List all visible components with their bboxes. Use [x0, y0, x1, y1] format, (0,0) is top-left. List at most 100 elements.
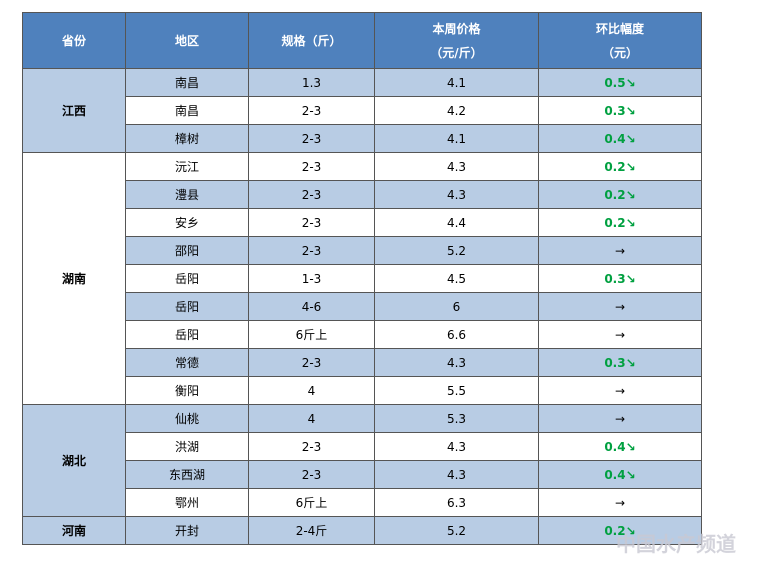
region-cell: 衡阳: [125, 376, 249, 405]
change-value: 0.3: [604, 271, 626, 286]
spec-cell: 2-4斤: [248, 516, 375, 545]
change-value: 0.2: [604, 215, 626, 230]
region-cell: 仙桃: [125, 404, 249, 433]
header-text: （元/斤）: [430, 45, 483, 60]
data-row: 邵阳 2-3 5.2 →: [23, 236, 702, 265]
region-cell: 岳阳: [125, 264, 249, 293]
spec-cell: 6斤上: [248, 488, 375, 517]
change-cell: →: [538, 236, 702, 265]
change-value: 0.2: [604, 159, 626, 174]
header-cell: 省份: [22, 12, 126, 69]
price-cell: 6: [374, 292, 539, 321]
change-value: 0.4: [604, 131, 626, 146]
price-cell: 4.1: [374, 68, 539, 97]
change-cell: 0.2↘: [538, 180, 702, 209]
data-row: 岳阳 4-6 6 →: [23, 292, 702, 321]
price-table: 省份 地区 规格（斤） 本周价格 （元/斤） 环比幅度 （元） 江西 南昌 1.3 4.1 0.5↘…: [22, 12, 702, 545]
change-cell: 0.4↘: [538, 432, 702, 461]
region-cell: 南昌: [125, 68, 249, 97]
data-row: 樟树 2-3 4.1 0.4↘: [23, 124, 702, 153]
change-cell: →: [538, 488, 702, 517]
province-cell: 江西: [22, 68, 126, 153]
region-cell: 南昌: [125, 96, 249, 125]
trend-arrow: ↘: [625, 103, 636, 118]
spec-cell: 2-3: [248, 432, 375, 461]
change-cell: →: [538, 404, 702, 433]
header-text: 省份: [61, 33, 86, 48]
trend-arrow: →: [614, 495, 626, 510]
region-cell: 岳阳: [125, 292, 249, 321]
header-cell: 地区: [125, 12, 249, 69]
change-value: 0.3: [604, 355, 626, 370]
price-cell: 4.1: [374, 124, 539, 153]
spec-cell: 2-3: [248, 124, 375, 153]
price-cell: 5.2: [374, 236, 539, 265]
spec-cell: 4: [248, 376, 375, 405]
spec-cell: 2-3: [248, 96, 375, 125]
change-value: 0.4: [604, 439, 626, 454]
change-cell: 0.2↘: [538, 152, 702, 181]
header-text: 规格（斤）: [281, 33, 342, 48]
data-row: 衡阳 4 5.5 →: [23, 376, 702, 405]
price-cell: 4.2: [374, 96, 539, 125]
price-cell: 4.3: [374, 348, 539, 377]
trend-arrow: ↘: [625, 215, 636, 230]
data-row: 南昌 2-3 4.2 0.3↘: [23, 96, 702, 125]
data-row: 安乡 2-3 4.4 0.2↘: [23, 208, 702, 237]
data-row: 岳阳 1-3 4.5 0.3↘: [23, 264, 702, 293]
header-cell: 规格（斤）: [248, 12, 375, 69]
region-cell: 岳阳: [125, 320, 249, 349]
trend-arrow: ↘: [625, 523, 636, 538]
region-cell: 安乡: [125, 208, 249, 237]
province-cell: 湖北: [22, 404, 126, 517]
spec-cell: 4: [248, 404, 375, 433]
change-cell: 0.2↘: [538, 208, 702, 237]
change-value: 0.4: [604, 467, 626, 482]
region-cell: 沅江: [125, 152, 249, 181]
change-cell: 0.2↘: [538, 516, 702, 545]
trend-arrow: →: [614, 411, 626, 426]
change-cell: 0.3↘: [538, 348, 702, 377]
change-value: 0.5: [604, 75, 626, 90]
price-cell: 4.3: [374, 460, 539, 489]
data-row: 湖南 沅江 2-3 4.3 0.2↘: [22, 152, 702, 405]
header-text: 环比幅度: [595, 21, 644, 36]
region-cell: 常德: [125, 348, 249, 377]
change-cell: →: [538, 292, 702, 321]
header-text: 地区: [174, 33, 199, 48]
data-row: 河南 开封 2-4斤 5.2 0.2↘: [22, 516, 702, 545]
data-row: 常德 2-3 4.3 0.3↘: [23, 348, 702, 377]
price-cell: 6.3: [374, 488, 539, 517]
province-cell: 河南: [22, 516, 126, 545]
header-text: 本周价格: [432, 21, 481, 36]
header-cell: 环比幅度 （元）: [538, 12, 702, 69]
price-cell: 5.3: [374, 404, 539, 433]
price-cell: 4.3: [374, 152, 539, 181]
region-cell: 鄂州: [125, 488, 249, 517]
spec-cell: 2-3: [248, 348, 375, 377]
trend-arrow: ↘: [625, 271, 636, 286]
trend-arrow: →: [614, 327, 626, 342]
region-cell: 邵阳: [125, 236, 249, 265]
change-value: 0.2: [604, 187, 626, 202]
change-cell: 0.5↘: [538, 68, 702, 97]
trend-arrow: ↘: [625, 467, 636, 482]
spec-cell: 2-3: [248, 208, 375, 237]
trend-arrow: ↘: [625, 439, 636, 454]
data-row: 洪湖 2-3 4.3 0.4↘: [23, 432, 702, 461]
region-cell: 东西湖: [125, 460, 249, 489]
region-cell: 开封: [125, 516, 249, 545]
price-cell: 5.5: [374, 376, 539, 405]
change-cell: 0.4↘: [538, 460, 702, 489]
trend-arrow: →: [614, 299, 626, 314]
spec-cell: 2-3: [248, 236, 375, 265]
spec-cell: 2-3: [248, 180, 375, 209]
change-cell: 0.3↘: [538, 264, 702, 293]
spec-cell: 2-3: [248, 460, 375, 489]
header-text: （元）: [601, 45, 638, 60]
price-cell: 4.5: [374, 264, 539, 293]
watermark: 中国水产频道: [616, 532, 736, 556]
data-row: 澧县 2-3 4.3 0.2↘: [23, 180, 702, 209]
trend-arrow: ↘: [625, 355, 636, 370]
